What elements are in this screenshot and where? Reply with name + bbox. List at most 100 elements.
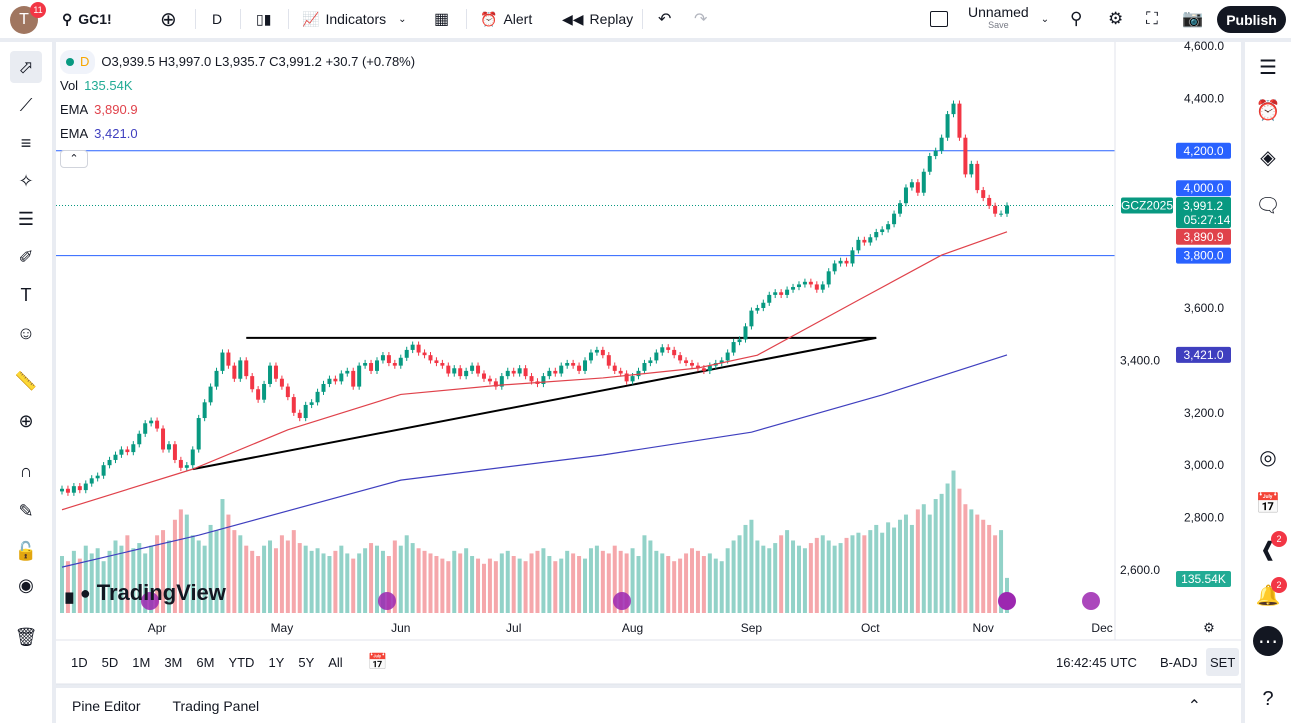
magnet-tool[interactable]: ∩ <box>10 455 42 487</box>
horizontal-lines-tool[interactable]: ≡ <box>10 127 42 159</box>
trendline-tool[interactable]: ⟋ <box>10 89 42 121</box>
badj-button[interactable]: B-ADJ <box>1160 654 1198 670</box>
range-1m[interactable]: 1M <box>132 654 151 670</box>
calendar-button[interactable]: 📅 <box>1253 488 1283 518</box>
zoom-tool[interactable]: ⊕ <box>10 405 42 437</box>
candle-body <box>107 459 112 466</box>
volume-bar <box>369 543 374 613</box>
range-all[interactable]: All <box>328 654 343 670</box>
candle-body <box>184 465 189 468</box>
lock-drawings-tool[interactable]: 🔓 <box>10 535 42 567</box>
volume-bar <box>612 545 617 613</box>
layers-icon: ◈ <box>1260 146 1276 169</box>
candle-body <box>898 203 903 214</box>
vol-value: 135.54K <box>84 78 133 93</box>
tradingview-logo[interactable]: ▖● TradingView <box>66 580 226 606</box>
layouts-button[interactable]: ▦ <box>434 0 449 38</box>
stay-drawing-tool[interactable]: ✎ <box>10 495 42 527</box>
range-1y[interactable]: 1Y <box>268 654 285 670</box>
legend-ohlc: O3,939.5 H3,997.0 L3,935.7 C3,991.2 +30.… <box>101 54 416 69</box>
last-price-tag-bg <box>1176 197 1231 228</box>
products-button[interactable]: ⋯ <box>1253 626 1283 656</box>
top-toolbar: T 11 ⚲ GC1! ⊕ D ▯▮ 📈 Indicators ⌄ ▦ ⏰ Alert … <box>0 0 1291 38</box>
watchlist-button[interactable]: ☰ <box>1253 52 1283 82</box>
clock[interactable]: 16:42:45 UTC <box>1056 654 1137 670</box>
symbol-search[interactable]: ⚲ GC1! <box>62 0 112 38</box>
text-tool[interactable]: T <box>10 279 42 311</box>
range-5d[interactable]: 5D <box>101 654 119 670</box>
volume-bar <box>975 514 980 613</box>
candle-body <box>446 365 451 374</box>
fib-tool[interactable]: ☰ <box>10 203 42 235</box>
volume-bar <box>190 535 195 613</box>
tab-trading-panel[interactable]: Trading Panel <box>172 697 260 714</box>
candle-body <box>583 360 588 371</box>
candle-body <box>375 360 379 371</box>
quick-search-button[interactable]: ⚲ <box>1070 0 1082 38</box>
pattern-tool[interactable]: ✧ <box>10 165 42 197</box>
range-5y[interactable]: 5Y <box>298 654 315 670</box>
help-button[interactable]: ? <box>1253 684 1283 714</box>
indicators-button[interactable]: 📈 Indicators ⌄ <box>302 0 407 38</box>
volume-bar <box>262 545 267 613</box>
undo-button[interactable]: ↶ <box>658 0 671 38</box>
volume-bar <box>208 524 213 613</box>
volume-bar <box>684 553 689 613</box>
fullscreen-button[interactable]: ⛶ <box>1146 0 1158 38</box>
candle-body <box>244 360 249 377</box>
volume-bar <box>541 548 546 613</box>
expand-panel-button[interactable]: ⌃ <box>1188 696 1201 716</box>
measure-tool[interactable]: 📏 <box>10 365 42 397</box>
cursor-tool[interactable]: ⬀ <box>10 51 42 83</box>
remove-drawings-tool[interactable]: 🗑 <box>10 621 42 653</box>
range-6m[interactable]: 6M <box>196 654 215 670</box>
volume-bar <box>618 550 623 613</box>
collapse-legend-button[interactable]: ⌃ <box>60 150 88 168</box>
volume-bar <box>892 527 897 613</box>
hide-drawings-tool[interactable]: ◉ <box>10 569 42 601</box>
volume-bar <box>268 540 273 613</box>
event-marker-icon <box>1082 592 1100 610</box>
emoji-tool[interactable]: ☺ <box>10 317 42 349</box>
candle-body <box>945 114 950 138</box>
volume-bar <box>357 553 362 613</box>
alerts-button[interactable]: ⏰ <box>1253 95 1283 125</box>
compare-symbol-button[interactable]: ⊕ <box>160 0 177 38</box>
candle-body <box>369 363 374 371</box>
smiley-icon: ☺ <box>16 322 36 343</box>
session-button[interactable]: SET <box>1206 648 1240 676</box>
candle-body <box>309 402 314 405</box>
ideas-button[interactable]: ◎ <box>1253 442 1283 472</box>
brush-tool[interactable]: ✐ <box>10 241 42 273</box>
chats-button[interactable]: 🗨 <box>1253 190 1283 220</box>
tab-pine-editor[interactable]: Pine Editor <box>72 697 141 714</box>
symbol-label: GC1! <box>78 11 112 27</box>
volume-bar <box>690 548 694 613</box>
volume-bar <box>713 558 718 613</box>
candle-body <box>636 370 641 377</box>
range-1d[interactable]: 1D <box>71 654 88 670</box>
layout-name-button[interactable]: Unnamed Save ⌄ <box>930 0 1049 38</box>
volume-bar <box>386 556 391 613</box>
volume-bar <box>666 556 671 613</box>
chart-type-button[interactable]: ▯▮ <box>256 0 271 38</box>
range-3m[interactable]: 3M <box>164 654 183 670</box>
range-ytd[interactable]: YTD <box>228 654 255 670</box>
snapshot-button[interactable]: 📷 <box>1182 0 1203 38</box>
candle-body <box>220 352 225 371</box>
status-pill[interactable]: D <box>60 50 96 74</box>
replay-button[interactable]: ◀◀ Replay <box>562 0 633 38</box>
object-tree-button[interactable]: ◈ <box>1253 142 1283 172</box>
goto-date-button[interactable]: 📅 <box>368 652 388 672</box>
redo-button[interactable]: ↷ <box>694 0 707 38</box>
candle-body <box>975 163 980 191</box>
alert-button[interactable]: ⏰ Alert <box>480 0 532 38</box>
interval-button[interactable]: D <box>212 11 223 27</box>
volume-bar <box>600 550 605 613</box>
candle-body <box>553 370 558 374</box>
volume-tag: 135.54K <box>1181 572 1226 586</box>
y-tick-label: 3,600.0 <box>1184 301 1224 315</box>
settings-button[interactable]: ⚙ <box>1108 0 1123 38</box>
publish-button[interactable]: Publish <box>1217 6 1286 33</box>
